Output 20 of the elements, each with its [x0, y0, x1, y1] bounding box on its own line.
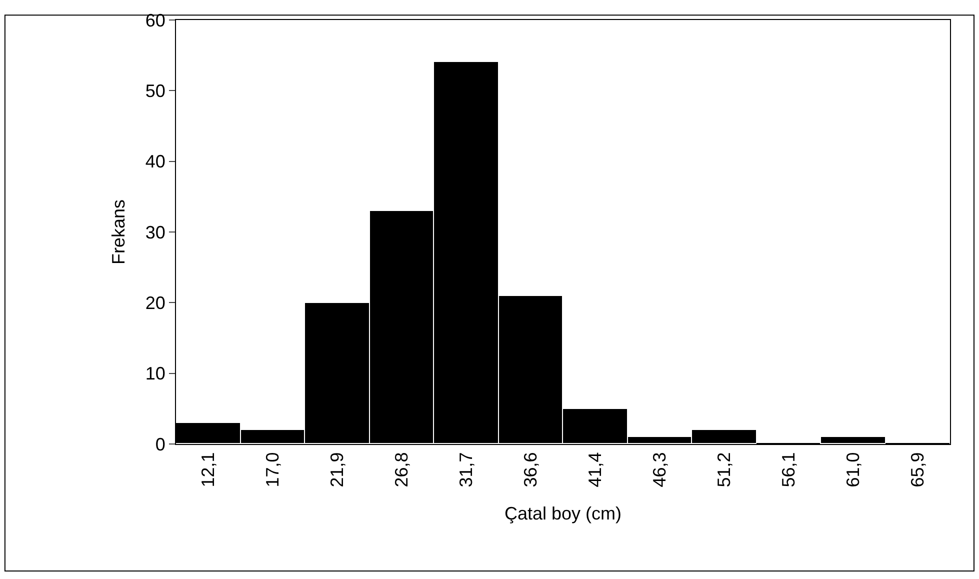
x-tick-label: 21,9: [327, 452, 348, 488]
x-tick-label: 56,1: [778, 452, 799, 488]
x-tick-label: 12,1: [198, 452, 218, 488]
x-tick-label: 51,2: [714, 452, 734, 488]
y-tick-label: 10: [145, 364, 166, 384]
x-axis-title: Çatal boy (cm): [504, 503, 622, 524]
y-tick-label: 40: [145, 152, 166, 172]
y-tick-label: 30: [145, 222, 166, 242]
x-tick-label: 46,3: [650, 452, 670, 488]
x-tick-label: 31,7: [456, 452, 476, 488]
x-tick-label: 17,0: [262, 452, 283, 488]
y-axis-title: Frekans: [108, 199, 129, 265]
x-tick-label: 65,9: [908, 452, 928, 488]
y-tick-label: 20: [145, 292, 166, 313]
x-tick-label: 26,8: [392, 452, 412, 488]
x-tick-label: 41,4: [585, 452, 606, 488]
x-tick-label: 61,0: [843, 452, 864, 488]
y-tick-label: 0: [155, 434, 166, 454]
x-tick-label: 36,6: [520, 452, 541, 488]
y-tick-label: 50: [145, 80, 166, 101]
